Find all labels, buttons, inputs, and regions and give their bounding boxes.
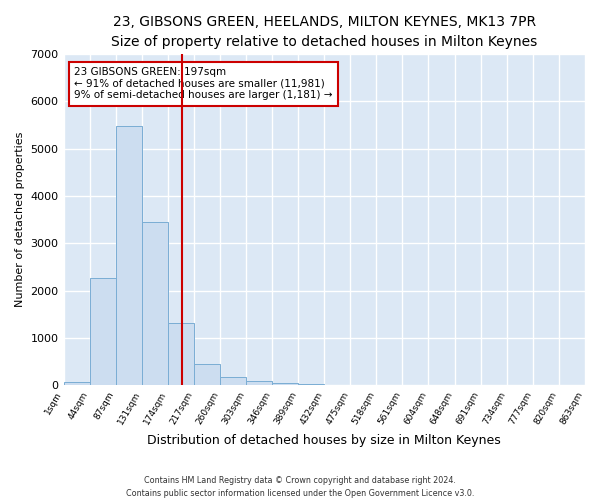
- Bar: [89, 278, 116, 386]
- Bar: [246, 381, 272, 386]
- Bar: [194, 364, 220, 386]
- Title: 23, GIBSONS GREEN, HEELANDS, MILTON KEYNES, MK13 7PR
Size of property relative t: 23, GIBSONS GREEN, HEELANDS, MILTON KEYN…: [111, 15, 538, 48]
- Y-axis label: Number of detached properties: Number of detached properties: [15, 132, 25, 308]
- Text: Contains HM Land Registry data © Crown copyright and database right 2024.
Contai: Contains HM Land Registry data © Crown c…: [126, 476, 474, 498]
- Bar: [116, 126, 142, 386]
- Bar: [220, 378, 246, 386]
- Bar: [168, 323, 194, 386]
- Text: 23 GIBSONS GREEN: 197sqm
← 91% of detached houses are smaller (11,981)
9% of sem: 23 GIBSONS GREEN: 197sqm ← 91% of detach…: [74, 67, 332, 100]
- Bar: [272, 383, 298, 386]
- Bar: [298, 384, 324, 386]
- Bar: [142, 222, 168, 386]
- X-axis label: Distribution of detached houses by size in Milton Keynes: Distribution of detached houses by size …: [148, 434, 501, 448]
- Bar: [64, 382, 89, 386]
